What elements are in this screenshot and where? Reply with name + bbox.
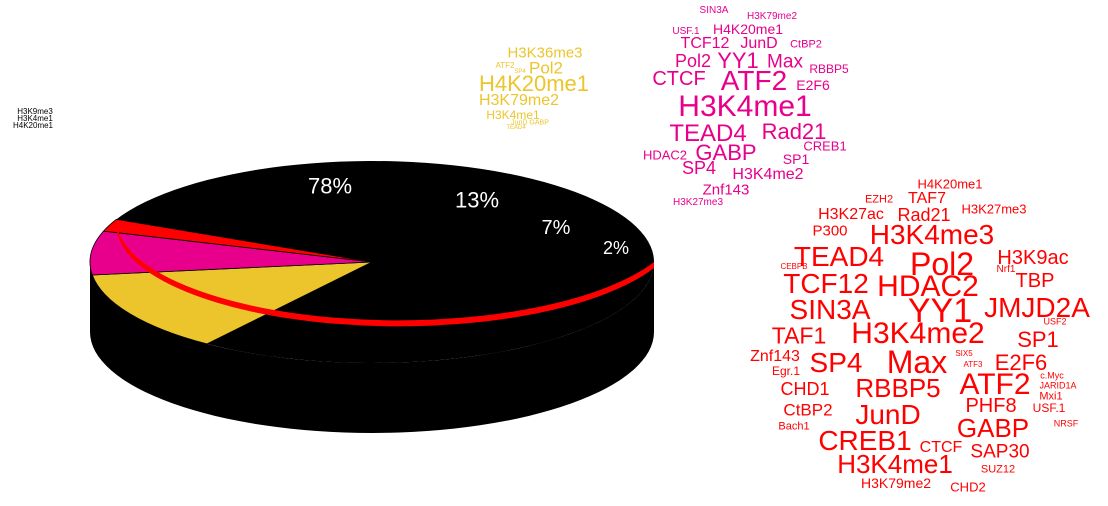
cloud-word: CTCF — [652, 68, 706, 90]
cloud-word: H3K27ac — [818, 206, 884, 223]
cloud-word: TEAD4 — [793, 241, 885, 272]
cloud-word: CREB1 — [803, 138, 847, 154]
cloud-word: USF.1 — [672, 26, 700, 37]
cloud-word: c.Myc — [1040, 370, 1064, 381]
cloud-word: Pol2 — [909, 246, 975, 282]
cloud-word: Nrf1 — [996, 264, 1016, 275]
cloud-word: H4K20me1 — [712, 21, 784, 37]
cloud-word: H3K4me1 — [486, 108, 540, 122]
cloud-word: Egr.1 — [771, 364, 801, 378]
cloud-word: H3K79me2 — [746, 11, 798, 22]
cloud-word: SP4 — [514, 69, 526, 75]
cloud-word: TAF7 — [908, 190, 946, 207]
cloud-word: RBBP5 — [809, 62, 849, 76]
cloud-word: TCF12 — [680, 35, 730, 52]
pie-slice — [102, 218, 373, 263]
cloud-word: H3K27me3 — [961, 201, 1027, 217]
cloud-word: Pol2 — [528, 58, 564, 78]
cloud-word: ATF2 — [495, 61, 515, 70]
slice-label: 13% — [455, 188, 499, 213]
cloud-word: USF2 — [1043, 316, 1067, 327]
cloud-word: SAP30 — [970, 441, 1030, 463]
cloud-word: TBP — [1015, 270, 1055, 292]
cloud-word: TAF1 — [771, 322, 827, 349]
cloud-word: SP4 — [809, 347, 863, 378]
cloud-word: H3K4me3 — [869, 219, 995, 250]
cloud-word: HDAC2 — [877, 270, 979, 303]
cloud-word: CHD2 — [950, 479, 986, 495]
slice-label: 2% — [603, 238, 629, 258]
cloud-word: CHD1 — [780, 379, 830, 399]
cloud-word: SIN3A — [699, 5, 729, 16]
cloud-word: YY1 — [907, 292, 973, 330]
cloud-word: H4K20me1 — [12, 121, 54, 130]
cloud-word: Znf143 — [702, 181, 750, 199]
cloud-word: JunD GABP — [511, 119, 549, 127]
cloud-word: YY1 — [717, 48, 759, 73]
cloud-word: H4K20me1 — [478, 71, 590, 96]
cloud-word: CtBP2 — [783, 400, 833, 420]
cloud-word: H4K20me1 — [917, 176, 983, 192]
cloud-word: H3K27me3 — [672, 197, 724, 208]
cloud-word: TCF12 — [783, 268, 869, 299]
cloud-word: Rad21 — [761, 119, 827, 144]
cloud-word: Bach1 — [778, 420, 810, 433]
cloud-word: JMJD2A — [984, 292, 1090, 323]
cloud-word: P300 — [812, 222, 848, 240]
cloud-word: JARID1A — [1039, 380, 1077, 391]
cloud-word: CTCF — [919, 439, 963, 456]
cloud-word: CtBP2 — [790, 38, 822, 51]
cloud-word: SP1 — [1017, 327, 1059, 352]
cloud-word: SP4 — [681, 158, 717, 178]
cloud-word: ATF3 — [963, 360, 983, 369]
cloud-word: H3K36me3 — [507, 44, 583, 62]
cloud-word: E2F6 — [994, 350, 1048, 375]
pie-side — [90, 262, 654, 433]
cloud-word: H3K4me2 — [732, 166, 804, 183]
cloud-word: HDAC2 — [642, 147, 688, 163]
cloud-word: SP1 — [782, 151, 810, 167]
cloud-word: H3K9me3 — [17, 107, 53, 116]
cloud-word: H3K79me2 — [478, 92, 560, 109]
pie-slice — [89, 230, 373, 276]
cloud-word: ATF2 — [959, 368, 1031, 401]
cloud-word: SUZ12 — [980, 463, 1016, 476]
cloud-word: CREB1 — [818, 425, 912, 456]
cloud-word: USF.1 — [1032, 401, 1066, 415]
cloud-word: E2F6 — [796, 77, 830, 93]
cloud-word: Max — [767, 51, 803, 73]
cloud-word: GABP — [956, 413, 1030, 443]
cloud-word: Mxi1 — [1039, 390, 1063, 403]
cloud-word: JunD — [740, 35, 778, 52]
slice-label: 78% — [308, 174, 352, 199]
cloud-word: Pol2 — [674, 51, 712, 71]
cloud-word: CEBPB — [780, 262, 808, 271]
cloud-word: ATF2 — [720, 65, 788, 96]
cloud-word: PHF8 — [965, 395, 1017, 417]
cloud-word: Rad21 — [897, 205, 951, 225]
slice-label: 7% — [542, 217, 571, 239]
cloud-word: Max — [886, 344, 948, 380]
cloud-word: SIX5 — [955, 349, 973, 358]
cloud-word: H3K4me1 — [17, 114, 53, 123]
cloud-word: TEAD4 — [506, 125, 526, 131]
cloud-word: H3K4me1 — [837, 449, 953, 479]
cloud-word: NRSF — [1053, 418, 1079, 429]
cloud-word: H3K4me1 — [678, 90, 812, 123]
cloud-word: TEAD4 — [669, 120, 747, 147]
cloud-word: EZH2 — [864, 193, 894, 206]
cloud-word: GABP — [695, 140, 757, 165]
cloud-word: SIN3A — [789, 294, 871, 325]
cloud-word: Znf143 — [750, 348, 800, 365]
cloud-word: H3K4me2 — [851, 317, 985, 350]
cloud-word: H3K79me2 — [860, 475, 932, 491]
cloud-word: RBBP5 — [855, 373, 941, 403]
cloud-word: JunD — [855, 399, 921, 430]
cloud-word: H3K9ac — [997, 247, 1069, 269]
